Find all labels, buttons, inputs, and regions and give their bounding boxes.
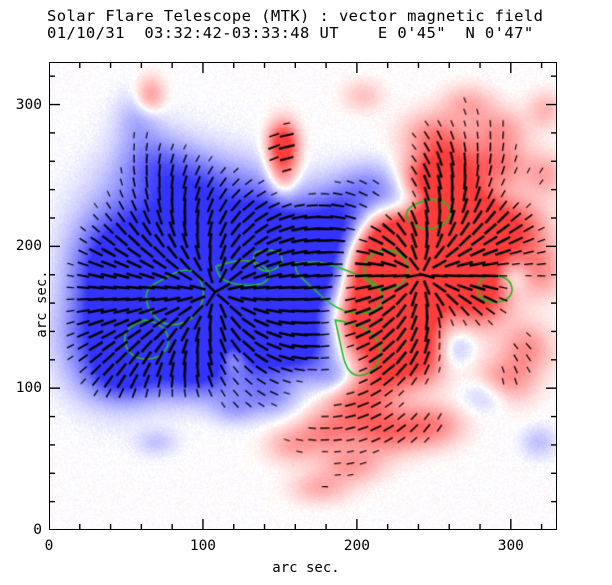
figure-title-block: Solar Flare Telescope (MTK) : vector mag… <box>47 8 587 42</box>
y-tick-label: 200 <box>15 238 42 255</box>
y-tick-label: 0 <box>33 522 42 538</box>
figure-title: Solar Flare Telescope (MTK) : vector mag… <box>47 7 544 25</box>
y-tick-label: 300 <box>15 96 42 113</box>
y-tick-label: 100 <box>15 380 42 397</box>
y-axis-title: arc sec. <box>34 270 50 338</box>
x-tick-label: 300 <box>497 538 524 554</box>
x-tick-label: 0 <box>44 538 54 554</box>
x-tick-label: 100 <box>189 538 217 554</box>
figure-subtitle: 01/10/31 03:32:42-03:33:48 UT E 0'45" N … <box>47 24 534 42</box>
plot-area <box>49 62 557 530</box>
magnetogram-canvas <box>50 63 556 529</box>
x-tick-label: 200 <box>343 538 370 554</box>
x-axis-title: arc sec. <box>272 560 340 576</box>
